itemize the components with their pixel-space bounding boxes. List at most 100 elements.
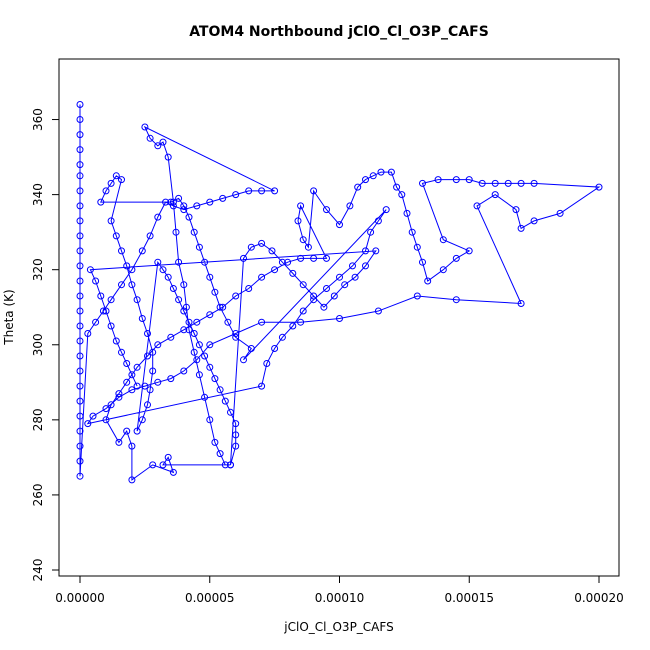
data-point <box>112 172 120 180</box>
data-point <box>595 183 603 191</box>
data-point <box>138 416 146 424</box>
data-point <box>180 307 188 315</box>
series-path <box>79 104 601 481</box>
data-point <box>310 296 318 304</box>
x-tick-label: 0.00010 <box>315 591 365 605</box>
data-point <box>465 247 473 255</box>
x-tick-label: 0.00000 <box>55 591 105 605</box>
data-point <box>138 315 146 322</box>
data-point <box>195 243 203 251</box>
data-point <box>284 258 292 266</box>
y-tick-label: 320 <box>31 258 45 281</box>
data-point <box>310 187 318 195</box>
series-line <box>79 104 601 481</box>
data-point <box>144 401 151 409</box>
x-axis-label: jClO_Cl_O3P_CAFS <box>283 620 393 634</box>
data-point <box>258 382 266 390</box>
data-point <box>133 382 141 390</box>
data-point <box>133 296 141 304</box>
data-point <box>232 420 240 428</box>
data-point <box>240 356 247 364</box>
data-point <box>107 179 115 187</box>
data-point <box>310 292 318 300</box>
data-point <box>175 258 183 266</box>
data-point <box>76 292 84 300</box>
data-point <box>195 371 203 379</box>
data-point <box>167 375 175 383</box>
data-point <box>76 101 84 108</box>
data-point <box>76 232 84 240</box>
data-point <box>154 378 162 386</box>
data-point <box>193 318 201 326</box>
data-point <box>169 468 177 476</box>
data-point <box>232 431 240 439</box>
data-point <box>221 397 229 405</box>
x-tick-label: 0.00015 <box>444 591 494 605</box>
data-point <box>102 307 110 315</box>
data-point <box>346 202 354 210</box>
data-point <box>102 416 110 424</box>
data-point <box>491 179 499 187</box>
data-point <box>175 194 183 202</box>
data-point <box>102 187 110 195</box>
data-point <box>193 202 201 210</box>
data-point <box>452 296 460 304</box>
data-point <box>128 442 136 450</box>
data-point <box>76 367 84 375</box>
data-point <box>504 179 512 187</box>
data-point <box>424 277 432 285</box>
data-point <box>201 393 209 401</box>
x-axis: 0.00000 0.00005 0.00010 0.00015 0.00020 <box>55 575 624 605</box>
data-point <box>201 258 209 266</box>
data-point <box>76 161 84 169</box>
data-point <box>76 427 84 435</box>
data-point <box>372 247 380 255</box>
data-point <box>76 322 84 330</box>
data-point <box>128 281 136 289</box>
data-point <box>180 202 188 210</box>
data-point <box>76 131 84 139</box>
data-point <box>76 457 84 465</box>
x-tick-label: 0.00020 <box>574 591 624 605</box>
data-point <box>149 461 157 469</box>
data-point <box>76 202 84 210</box>
data-point <box>362 262 369 270</box>
data-point <box>144 352 151 360</box>
data-point <box>362 247 369 255</box>
data-point <box>245 285 253 292</box>
data-point <box>76 247 84 255</box>
data-point <box>387 168 395 176</box>
data-point <box>128 371 136 379</box>
data-point <box>211 438 219 446</box>
data-point <box>185 326 193 334</box>
data-point <box>517 179 525 187</box>
data-point <box>232 442 240 450</box>
data-point <box>76 412 84 420</box>
data-point <box>271 266 279 274</box>
data-point <box>349 262 356 270</box>
data-point <box>112 232 120 240</box>
data-point <box>289 269 297 277</box>
data-point <box>76 307 84 315</box>
data-point <box>268 247 276 255</box>
data-point <box>84 330 92 337</box>
data-point <box>216 303 224 311</box>
data-point <box>369 172 377 180</box>
data-point <box>362 176 369 184</box>
data-point <box>76 172 84 180</box>
data-point <box>180 367 188 375</box>
data-point <box>211 288 219 296</box>
data-point <box>154 213 162 221</box>
data-point <box>434 176 442 184</box>
data-point <box>159 461 167 469</box>
data-point <box>419 258 426 266</box>
data-point <box>201 352 209 360</box>
data-point <box>193 356 201 364</box>
data-point <box>299 281 307 289</box>
data-point <box>294 217 302 225</box>
data-point <box>185 318 193 326</box>
data-point <box>154 142 162 150</box>
data-point <box>245 187 253 195</box>
data-point <box>336 315 343 322</box>
data-point <box>180 326 188 334</box>
